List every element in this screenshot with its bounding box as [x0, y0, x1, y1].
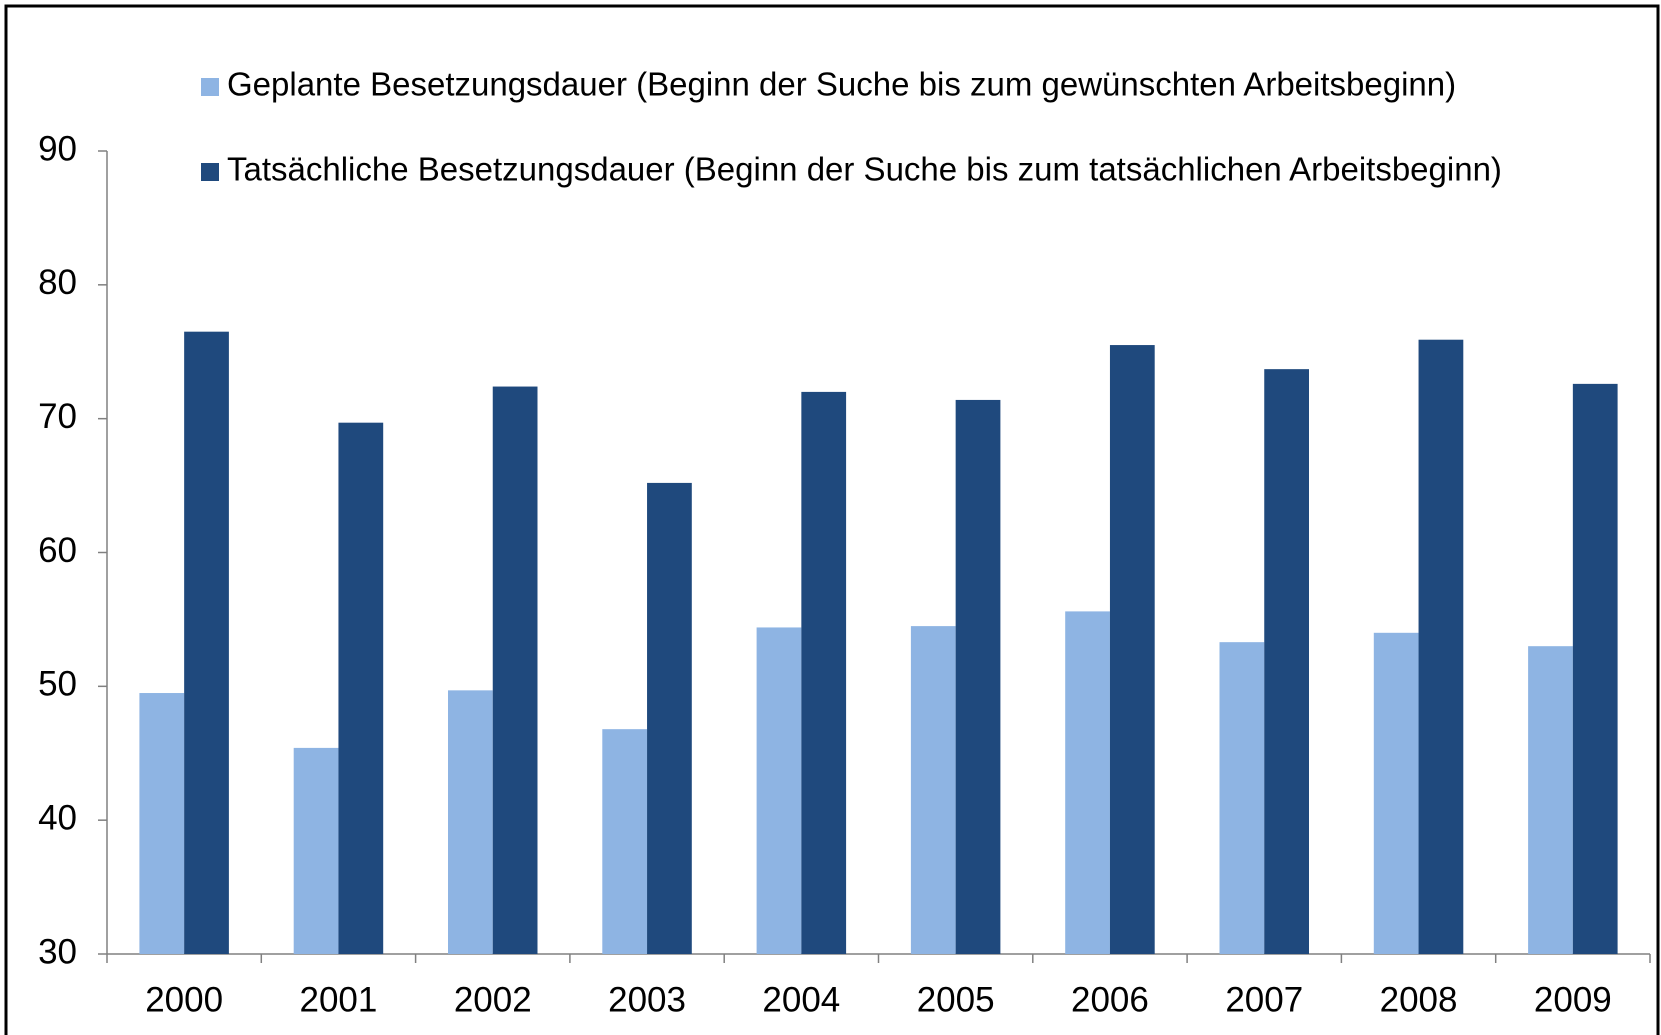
legend-label: Geplante Besetzungsdauer (Beginn der Suc…: [227, 66, 1456, 103]
bar: [1418, 339, 1464, 955]
legend-swatch: [201, 78, 219, 96]
bar: [1572, 383, 1618, 954]
legend-label: Tatsächliche Besetzungsdauer (Beginn der…: [227, 151, 1502, 188]
bar: [1065, 611, 1110, 954]
y-tick-label: 60: [38, 531, 77, 570]
bar: [1219, 642, 1265, 954]
x-tick-label: 2008: [1380, 980, 1458, 1019]
y-tick-label: 40: [38, 798, 77, 837]
frame: [4, 4, 1660, 1035]
bar: [139, 693, 185, 954]
bar: [910, 626, 956, 954]
x-tick-label: 2003: [608, 980, 686, 1019]
bar: [1528, 646, 1573, 954]
y-tick-label: 30: [38, 932, 77, 971]
bar: [1373, 632, 1419, 954]
bar: [1264, 369, 1309, 955]
bar: [955, 399, 1001, 954]
bar: [602, 729, 648, 954]
bar: [448, 690, 493, 954]
x-tick-label: 2004: [762, 980, 840, 1019]
bar: [184, 331, 229, 954]
bar: [801, 391, 847, 954]
x-tick-label: 2000: [145, 980, 223, 1019]
bar: [756, 627, 802, 954]
x-tick-label: 2007: [1225, 980, 1303, 1019]
x-tick-label: 2002: [454, 980, 532, 1019]
y-tick-label: 80: [38, 263, 77, 302]
x-tick-label: 2005: [917, 980, 995, 1019]
legend-swatch: [201, 163, 219, 181]
y-tick-label: 70: [38, 397, 77, 436]
bar: [1109, 345, 1155, 954]
bar: [647, 482, 692, 954]
x-tick-label: 2009: [1534, 980, 1612, 1019]
y-tick-label: 50: [38, 665, 77, 704]
bar: [492, 386, 538, 955]
bar: [338, 422, 384, 955]
y-tick-label: 90: [38, 129, 77, 168]
x-tick-label: 2001: [300, 980, 378, 1019]
bar: [293, 747, 339, 954]
x-tick-label: 2006: [1071, 980, 1149, 1019]
